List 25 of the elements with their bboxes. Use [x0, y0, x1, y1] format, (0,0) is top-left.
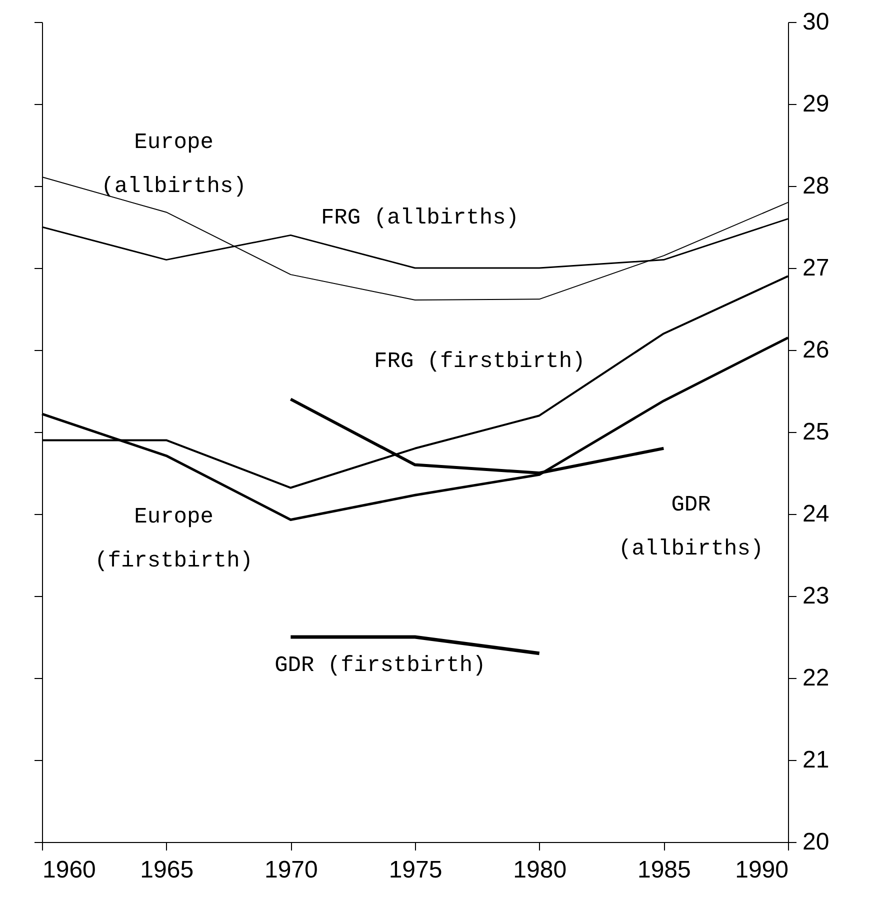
y-tick-label: 23 [802, 582, 830, 610]
y-tick-label: 24 [802, 500, 830, 528]
series-label: GDR (allbirths) [618, 492, 764, 562]
x-tick-label: 1970 [264, 856, 318, 884]
y-tick-label: 27 [802, 254, 830, 282]
x-tick-label: 1965 [140, 856, 194, 884]
y-tick-label: 30 [802, 8, 830, 36]
line-series [289, 398, 666, 474]
series-label: FRG (firstbirth) [374, 348, 586, 374]
x-tick-label: 1960 [42, 856, 96, 884]
y-tick-label: 26 [802, 336, 830, 364]
y-tick-label: 25 [802, 418, 830, 446]
x-tick-label: 1990 [735, 856, 788, 884]
y-tick-label: 22 [802, 664, 830, 692]
y-tick-label: 20 [802, 828, 830, 856]
series-label: FRG (allbirths) [320, 205, 519, 230]
x-tick-label: 1980 [513, 856, 567, 884]
y-tick-label: 28 [802, 172, 830, 200]
y-tick-label: 21 [802, 746, 830, 774]
x-tick-label: 1975 [388, 856, 442, 884]
series-label: Europe (firstbirth) [94, 504, 254, 574]
y-tick-label: 29 [802, 90, 830, 118]
x-tick-label: 1985 [637, 856, 691, 884]
series-label: GDR (firstbirth) [274, 653, 486, 678]
series-label: Europe (allbirths) [101, 130, 246, 199]
